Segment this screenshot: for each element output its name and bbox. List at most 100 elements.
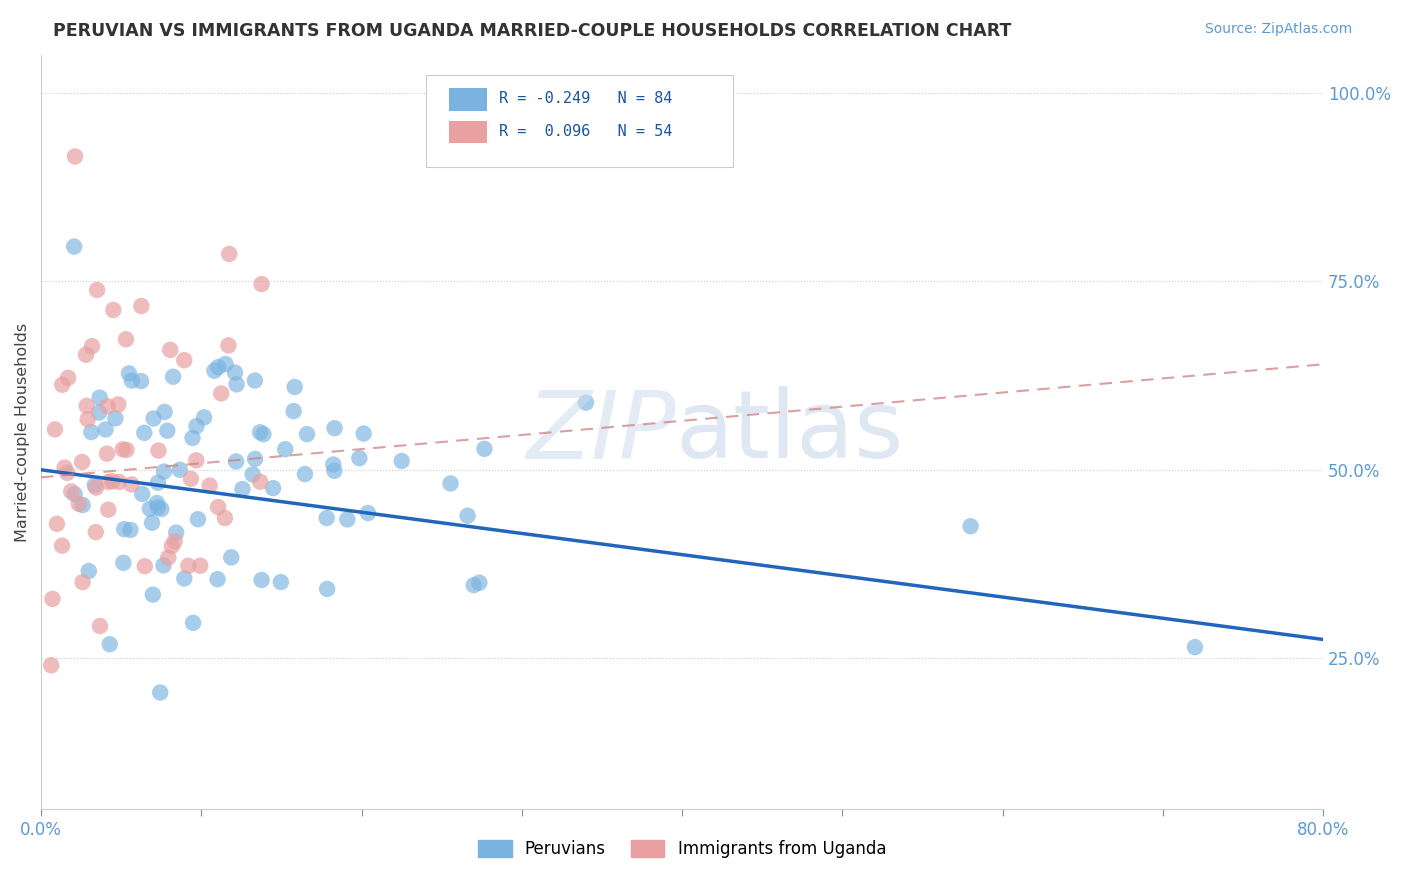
Point [118, 367, 141, 381]
Point [152, 558, 174, 573]
Point [134, 425, 156, 440]
Point [243, 452, 266, 467]
Point [89, 619, 111, 633]
Point [249, 425, 271, 440]
Point [274, 442, 297, 457]
Point [204, 364, 226, 378]
Point [162, 369, 184, 384]
Point [249, 475, 271, 489]
Text: ZIP: ZIP [526, 386, 676, 477]
Point [322, 458, 344, 472]
Point [120, 523, 142, 537]
Point [153, 405, 176, 419]
Point [153, 465, 176, 479]
Point [44, 422, 66, 436]
Point [103, 302, 125, 317]
Point [209, 386, 232, 401]
Point [146, 496, 169, 510]
Legend: Peruvians, Immigrants from Uganda: Peruvians, Immigrants from Uganda [471, 833, 893, 865]
Point [121, 374, 143, 388]
Point [207, 500, 229, 514]
Point [97, 475, 120, 489]
Point [156, 424, 179, 438]
Point [72, 498, 94, 512]
Point [86, 283, 108, 297]
Point [219, 550, 242, 565]
Text: atlas: atlas [676, 386, 904, 478]
Point [316, 582, 339, 596]
Point [391, 454, 413, 468]
Point [41, 591, 63, 606]
Point [46, 516, 69, 531]
Point [242, 467, 264, 482]
Point [336, 512, 359, 526]
Bar [449, 120, 488, 144]
Point [142, 411, 165, 425]
Point [96, 447, 118, 461]
Point [83, 478, 105, 492]
Point [173, 353, 195, 368]
Point [186, 453, 208, 467]
Point [243, 374, 266, 388]
Point [101, 475, 124, 489]
Point [353, 426, 375, 441]
Point [84, 525, 107, 540]
Point [131, 299, 153, 313]
Point [165, 525, 187, 540]
Point [181, 615, 204, 630]
Point [294, 467, 316, 481]
Point [157, 550, 180, 565]
Point [104, 411, 127, 425]
Point [63, 487, 86, 501]
Point [134, 559, 156, 574]
Point [225, 454, 247, 468]
Point [217, 338, 239, 352]
Point [959, 519, 981, 533]
Point [188, 558, 211, 573]
Point [56, 371, 79, 385]
Point [89, 391, 111, 405]
Point [181, 431, 204, 445]
Point [56, 466, 79, 480]
Point [163, 534, 186, 549]
Point [224, 366, 246, 380]
Point [177, 558, 200, 573]
Point [150, 502, 173, 516]
Point [218, 247, 240, 261]
Point [51, 539, 73, 553]
Point [80, 339, 103, 353]
Point [146, 475, 169, 490]
Point [94, 422, 117, 436]
Point [575, 395, 598, 409]
Point [63, 149, 86, 163]
Point [112, 556, 135, 570]
Point [76, 399, 98, 413]
Y-axis label: Married-couple Households: Married-couple Households [15, 323, 30, 541]
Point [463, 578, 485, 592]
Point [75, 348, 97, 362]
Text: R = -0.249   N = 84: R = -0.249 N = 84 [499, 91, 672, 106]
Point [262, 481, 284, 495]
Point [146, 500, 169, 515]
Point [148, 443, 170, 458]
Point [187, 512, 209, 526]
Point [180, 472, 202, 486]
Text: R =  0.096   N = 54: R = 0.096 N = 54 [499, 124, 672, 139]
Point [250, 573, 273, 587]
Point [84, 481, 107, 495]
Point [474, 442, 496, 456]
Point [284, 380, 307, 394]
Point [76, 412, 98, 426]
Point [295, 427, 318, 442]
Point [87, 406, 110, 420]
Point [468, 575, 491, 590]
Point [160, 539, 183, 553]
Point [315, 511, 337, 525]
Point [77, 564, 100, 578]
Point [107, 397, 129, 411]
Point [141, 516, 163, 530]
Point [349, 451, 371, 466]
Point [457, 508, 479, 523]
Point [115, 442, 138, 457]
Point [39, 658, 62, 673]
